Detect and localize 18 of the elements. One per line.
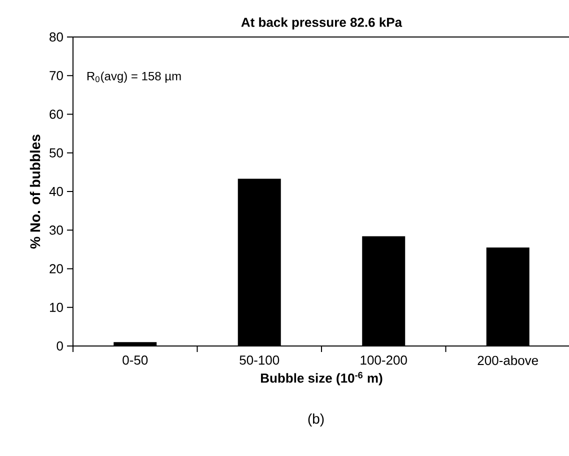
y-tick-label: 20 [50,264,63,274]
x-tick-label: 100-200 [360,356,407,365]
annotation: R$_{0}$(avg) = 158 µm [87,72,181,83]
y-axis-title: % No. of bubbles [30,134,40,249]
x-axis-title: Bubble size (10$^{-6}$ m) [261,372,382,386]
x-tick-label: 200-above [478,356,538,366]
y-tick-label: 0 [56,341,63,351]
x-tick-label: 50-100 [240,356,280,365]
y-tick-label: 10 [50,302,63,312]
y-tick-label: 70 [50,71,63,80]
y-tick-label: 60 [50,110,63,119]
y-tick-label: 40 [49,186,63,196]
text: (b) [308,413,324,427]
y-tick-label: 30 [50,226,63,235]
y-tick-label: 80 [50,32,63,42]
chart-title: At back pressure 82.6 kPa [241,17,402,30]
y-tick-label: 50 [50,148,63,158]
x-tick-label: 0-50 [122,356,148,365]
